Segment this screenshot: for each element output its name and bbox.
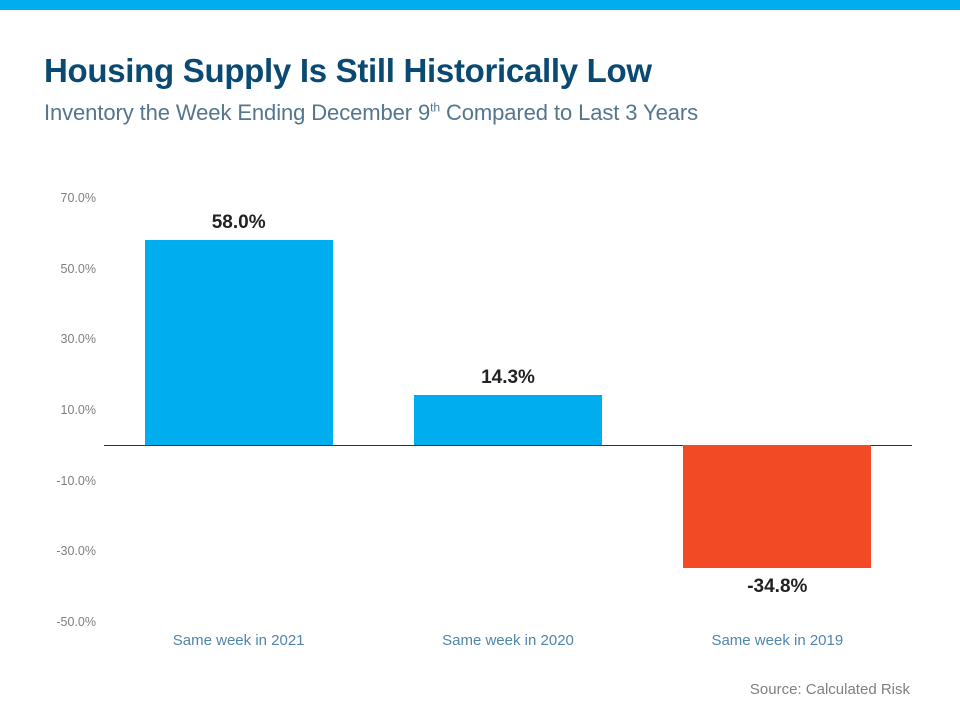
chart-container: Housing Supply Is Still Historically Low… <box>0 0 960 720</box>
page-subtitle: Inventory the Week Ending December 9th C… <box>44 100 960 126</box>
y-tick-label: 30.0% <box>44 332 96 346</box>
y-tick-label: 70.0% <box>44 191 96 205</box>
chart: -50.0%-30.0%-10.0%10.0%30.0%50.0%70.0%58… <box>44 198 912 668</box>
y-tick-label: 50.0% <box>44 262 96 276</box>
subtitle-pre: Inventory the Week Ending December 9 <box>44 100 430 125</box>
plot-area: -50.0%-30.0%-10.0%10.0%30.0%50.0%70.0%58… <box>104 198 912 622</box>
x-category-label: Same week in 2019 <box>683 632 871 649</box>
bar <box>145 240 333 445</box>
subtitle-post: Compared to Last 3 Years <box>440 100 698 125</box>
y-tick-label: -50.0% <box>44 615 96 629</box>
x-category-label: Same week in 2020 <box>414 632 602 649</box>
y-tick-label: -30.0% <box>44 544 96 558</box>
bar-value-label: 14.3% <box>414 367 602 389</box>
page-title: Housing Supply Is Still Historically Low <box>44 52 960 90</box>
subtitle-sup: th <box>430 101 440 115</box>
bar <box>683 445 871 568</box>
x-category-label: Same week in 2021 <box>145 632 333 649</box>
y-tick-label: 10.0% <box>44 403 96 417</box>
bar-value-label: -34.8% <box>683 576 871 598</box>
bar-value-label: 58.0% <box>145 212 333 234</box>
y-tick-label: -10.0% <box>44 474 96 488</box>
header: Housing Supply Is Still Historically Low… <box>0 10 960 126</box>
bar <box>414 395 602 446</box>
source-attribution: Source: Calculated Risk <box>750 681 910 698</box>
